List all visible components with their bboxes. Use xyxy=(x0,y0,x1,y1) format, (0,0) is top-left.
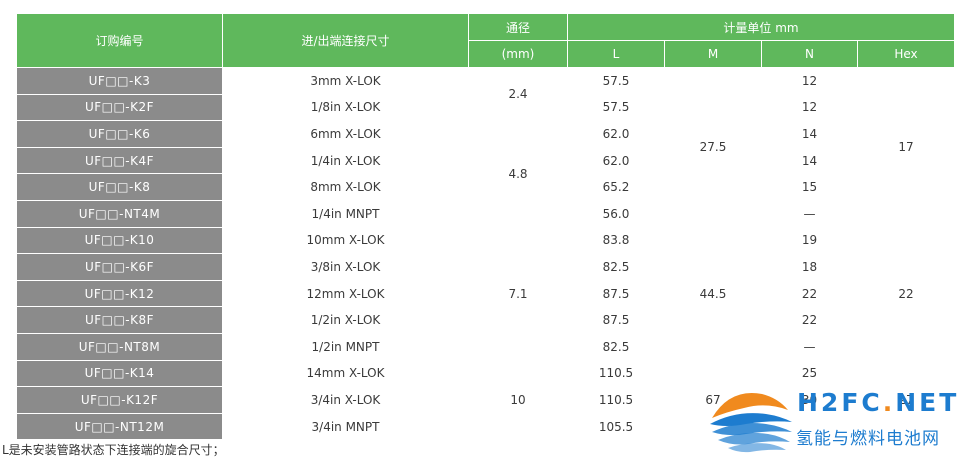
header-bore: 通径 xyxy=(468,13,568,41)
connection-cell: 1/8in X-LOK xyxy=(222,93,469,122)
order-code-cell: UF□□-K8F xyxy=(16,306,223,334)
N-cell: 12 xyxy=(761,67,858,95)
header-connection-size: 进/出端连接尺寸 xyxy=(222,13,469,68)
table-row: UF□□-K14 14mm X-LOK 10 110.5 67 25 27 xyxy=(16,359,955,441)
table-row: UF□□-K3 3mm X-LOK 2.4 57.5 27.5 12 17 xyxy=(16,66,955,228)
N-cell: 22 xyxy=(761,279,858,308)
L-cell: 82.5 xyxy=(567,253,665,281)
N-cell: 30 xyxy=(761,386,858,414)
watermark-domain: H2FC.NET xyxy=(797,388,960,417)
N-cell: 22 xyxy=(761,306,858,334)
order-code-cell: UF□□-NT8M xyxy=(16,332,223,361)
header-N: N xyxy=(761,40,858,68)
order-code-cell: UF□□-K8 xyxy=(16,173,223,201)
spec-table: 订购编号 进/出端连接尺寸 通径 计量单位 mm (mm) L M N Hex … xyxy=(16,13,955,441)
connection-cell: 1/4in MNPT xyxy=(222,199,469,228)
L-cell: 82.5 xyxy=(567,332,665,361)
N-cell: 15 xyxy=(761,173,858,201)
L-cell: 57.5 xyxy=(567,93,665,122)
M-cell: 44.5 xyxy=(664,226,762,361)
hex-cell: 17 xyxy=(857,67,955,228)
bore-cell: 7.1 xyxy=(468,226,568,361)
N-cell: 14 xyxy=(761,120,858,148)
connection-cell: 1/4in X-LOK xyxy=(222,146,469,175)
N-cell: 25 xyxy=(761,359,858,388)
header-L: L xyxy=(567,40,665,68)
M-cell: 27.5 xyxy=(664,67,762,228)
order-code-cell: UF□□-NT4M xyxy=(16,199,223,228)
connection-cell: 8mm X-LOK xyxy=(222,173,469,201)
header-bore-unit: (mm) xyxy=(468,40,568,68)
bore-cell: 10 xyxy=(468,359,568,441)
L-cell: 105.5 xyxy=(567,412,665,441)
table-row: UF□□-K8 8mm X-LOK 65.2 15 xyxy=(16,173,955,201)
order-code-cell: UF□□-K12F xyxy=(16,386,223,414)
table-row: UF□□-NT8M 1/2in MNPT 82.5 — xyxy=(16,332,955,361)
connection-cell: 6mm X-LOK xyxy=(222,120,469,148)
L-cell: 87.5 xyxy=(567,279,665,308)
order-code-cell: UF□□-K10 xyxy=(16,226,223,255)
connection-cell: 10mm X-LOK xyxy=(222,226,469,255)
connection-cell: 3/4in MNPT xyxy=(222,412,469,441)
connection-cell: 3mm X-LOK xyxy=(222,67,469,95)
table-row: UF□□-K6 6mm X-LOK 4.8 62.0 14 xyxy=(16,120,955,228)
hex-cell: 27 xyxy=(857,359,955,441)
L-cell: 62.0 xyxy=(567,146,665,175)
order-code-cell: UF□□-K4F xyxy=(16,146,223,175)
hex-cell: 22 xyxy=(857,226,955,361)
table-row: UF□□-K8F 1/2in X-LOK 87.5 22 xyxy=(16,306,955,334)
L-cell: 56.0 xyxy=(567,199,665,228)
footnote: L是未安装管路状态下连接端的旋合尺寸； xyxy=(2,443,225,457)
connection-cell: 1/2in MNPT xyxy=(222,332,469,361)
L-cell: 87.5 xyxy=(567,306,665,334)
connection-cell: 3/4in X-LOK xyxy=(222,386,469,414)
N-cell: — xyxy=(761,199,858,228)
L-cell: 57.5 xyxy=(567,67,665,95)
N-cell: 18 xyxy=(761,253,858,281)
header-M: M xyxy=(664,40,762,68)
table-row: UF□□-K2F 1/8in X-LOK 57.5 12 xyxy=(16,93,955,122)
order-code-cell: UF□□-NT12M xyxy=(16,412,223,441)
N-cell: 12 xyxy=(761,93,858,122)
connection-cell: 14mm X-LOK xyxy=(222,359,469,388)
connection-cell: 12mm X-LOK xyxy=(222,279,469,308)
order-code-cell: UF□□-K14 xyxy=(16,359,223,388)
connection-cell: 3/8in X-LOK xyxy=(222,253,469,281)
L-cell: 110.5 xyxy=(567,359,665,388)
order-code-cell: UF□□-K6 xyxy=(16,120,223,148)
order-code-cell: UF□□-K12 xyxy=(16,279,223,308)
bore-cell: 4.8 xyxy=(468,120,568,228)
table-row: UF□□-K4F 1/4in X-LOK 62.0 14 xyxy=(16,146,955,175)
L-cell: 110.5 xyxy=(567,386,665,414)
N-cell: 14 xyxy=(761,146,858,175)
watermark-site-name: 氢能与燃料电池网 xyxy=(796,429,940,449)
logo-icon xyxy=(710,393,792,453)
L-cell: 62.0 xyxy=(567,120,665,148)
watermark-logo: H2FC.NET 氢能与燃料电池网 xyxy=(700,384,970,458)
header-order-code: 订购编号 xyxy=(16,13,223,68)
N-cell: 19 xyxy=(761,226,858,255)
header-dimensions: 计量单位 mm xyxy=(567,13,955,41)
table-row: UF□□-K12F 3/4in X-LOK 110.5 30 xyxy=(16,386,955,414)
header-Hex: Hex xyxy=(857,40,955,68)
order-code-cell: UF□□-K2F xyxy=(16,93,223,122)
L-cell: 83.8 xyxy=(567,226,665,255)
connection-cell: 1/2in X-LOK xyxy=(222,306,469,334)
N-cell: — xyxy=(761,332,858,361)
order-code-cell: UF□□-K3 xyxy=(16,67,223,95)
order-code-cell: UF□□-K6F xyxy=(16,253,223,281)
bore-cell: 2.4 xyxy=(468,66,568,122)
L-cell: 65.2 xyxy=(567,173,665,201)
table-row: UF□□-K10 10mm X-LOK 7.1 83.8 44.5 19 22 xyxy=(16,226,955,361)
table-row: UF□□-NT4M 1/4in MNPT 56.0 — xyxy=(16,199,955,228)
table-row: UF□□-K12 12mm X-LOK 87.5 22 xyxy=(16,279,955,308)
